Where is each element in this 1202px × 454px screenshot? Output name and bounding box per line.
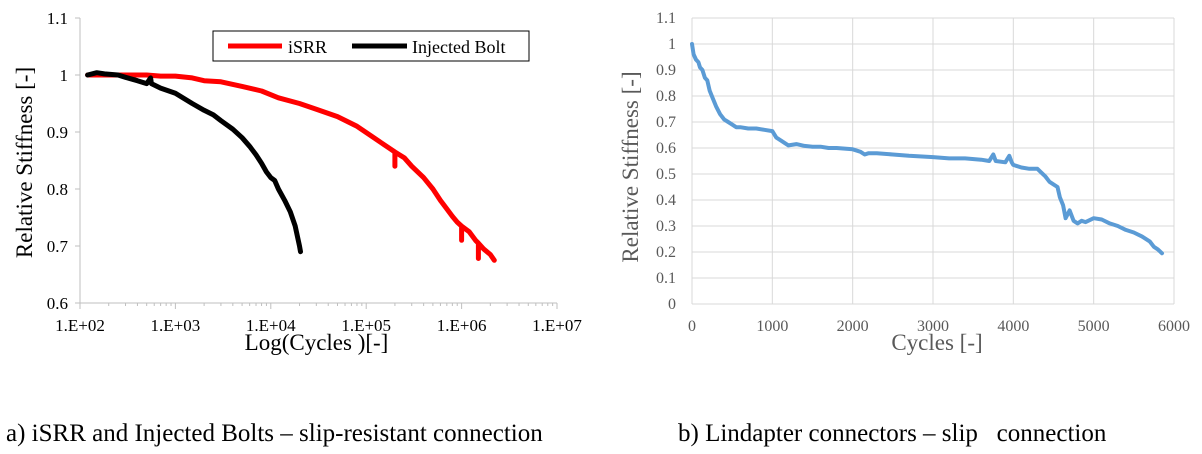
y-tick-label: 0.8 <box>47 180 68 199</box>
legend-label-isrr: iSRR <box>288 37 327 57</box>
y-tick-label: 0 <box>668 296 676 313</box>
y-axis-title: Relative Stiffness [-] <box>618 71 643 262</box>
x-tick-label: 2000 <box>837 318 869 335</box>
y-tick-label: 0.1 <box>656 270 676 287</box>
x-axis-title: Log(Cycles )[-] <box>245 330 389 355</box>
x-tick-label: 1.E+04 <box>246 316 296 335</box>
y-tick-label: 0.7 <box>47 237 69 256</box>
x-tick-label: 1.E+02 <box>55 316 105 335</box>
x-axis-title: Cycles [-] <box>891 330 982 355</box>
series-line-lindapter <box>690 42 1164 256</box>
x-tick-label: 0 <box>688 318 696 335</box>
y-tick-label: 0.2 <box>656 244 676 261</box>
y-tick-label: 0.5 <box>656 166 676 183</box>
x-tick-label: 1.E+03 <box>151 316 201 335</box>
y-tick-label: 1.1 <box>656 10 676 27</box>
legend: iSRR Injected Bolt <box>212 30 530 62</box>
y-tick-label: 1 <box>668 36 676 53</box>
y-tick-label: 0.4 <box>656 192 676 209</box>
y-tick-label: 0.8 <box>656 88 676 105</box>
x-tick-label: 3000 <box>917 318 949 335</box>
y-tick-label: 1 <box>60 66 69 85</box>
x-tick-label: 1.E+06 <box>437 316 487 335</box>
x-tick-label: 1.E+05 <box>341 316 391 335</box>
caption-a: a) iSRR and Injected Bolts – slip-resist… <box>6 420 543 447</box>
x-tick-label: 1000 <box>756 318 788 335</box>
x-tick-label: 4000 <box>997 318 1029 335</box>
y-tick-label: 0.6 <box>656 140 676 157</box>
chart-a-svg: 1.E+02 1.E+03 1.E+04 1.E+05 1.E+06 1.E+07 0.6 0… <box>12 9 582 355</box>
y-tick-label: 1.1 <box>47 9 68 28</box>
y-tick-label: 0.6 <box>47 294 68 313</box>
chart-b: 0 0.1 0.2 0.3 0.4 0.5 0.6 0.7 0.8 0.9 1 1.1 0 1000 200… <box>600 0 1202 400</box>
series-line-injected-bolt <box>85 70 303 255</box>
y-axis-title: Relative Stiffness [-] <box>12 67 37 258</box>
x-tick-label: 1.E+07 <box>532 316 582 335</box>
caption-b: b) Lindapter connectors – slip connectio… <box>678 420 1107 447</box>
y-tick-label: 0.9 <box>656 62 676 79</box>
chart-a: 1.E+02 1.E+03 1.E+04 1.E+05 1.E+06 1.E+07 0.6 0… <box>0 0 600 400</box>
y-tick-label: 0.3 <box>656 218 676 235</box>
y-tick-label: 0.7 <box>656 114 676 131</box>
legend-label-injected-bolt: Injected Bolt <box>412 37 505 57</box>
chart-b-svg: 0 0.1 0.2 0.3 0.4 0.5 0.6 0.7 0.8 0.9 1 1.1 0 1000 200… <box>618 10 1190 355</box>
series-line-isrr <box>85 72 497 263</box>
x-tick-label: 5000 <box>1078 318 1110 335</box>
x-tick-label: 6000 <box>1158 318 1190 335</box>
y-tick-label: 0.9 <box>47 123 68 142</box>
